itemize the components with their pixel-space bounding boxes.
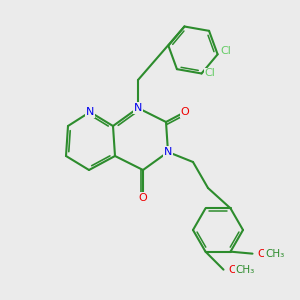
Text: Cl: Cl <box>220 46 231 56</box>
Text: N: N <box>86 107 94 117</box>
Text: Cl: Cl <box>204 68 215 79</box>
Text: O: O <box>139 193 147 203</box>
Text: O: O <box>228 265 237 275</box>
Text: CH₃: CH₃ <box>236 265 255 275</box>
Text: O: O <box>181 107 189 117</box>
Text: CH₃: CH₃ <box>265 249 284 259</box>
Text: O: O <box>257 249 266 259</box>
Text: N: N <box>164 147 172 157</box>
Text: N: N <box>134 103 142 113</box>
